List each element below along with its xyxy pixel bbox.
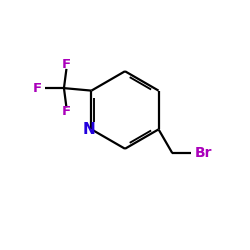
Text: F: F	[62, 105, 71, 118]
Text: Br: Br	[195, 146, 212, 160]
Text: F: F	[33, 82, 42, 94]
Text: N: N	[83, 122, 96, 137]
Text: F: F	[62, 58, 71, 71]
